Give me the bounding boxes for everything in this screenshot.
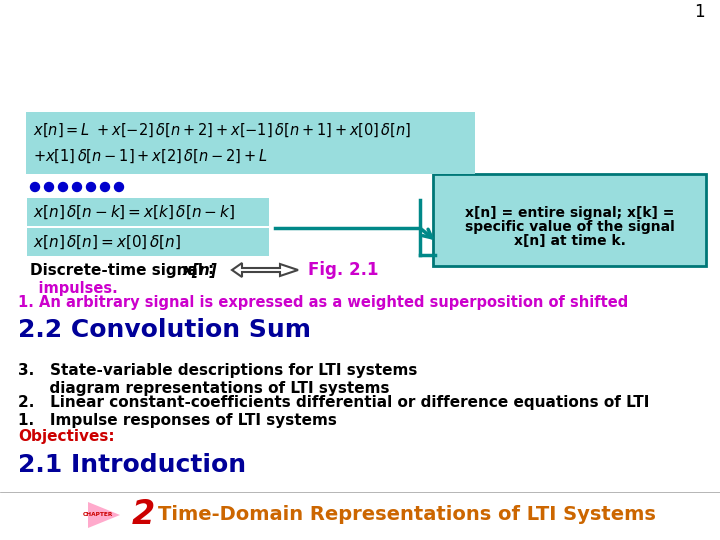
Text: Objectives:: Objectives: (18, 429, 114, 444)
Text: 2.2 Convolution Sum: 2.2 Convolution Sum (18, 318, 311, 342)
FancyBboxPatch shape (27, 198, 269, 226)
Text: $+x[1]\,\delta[n-1]+x[2]\,\delta[n-2]+L$: $+x[1]\,\delta[n-1]+x[2]\,\delta[n-2]+L$ (33, 147, 268, 165)
Text: diagram representations of LTI systems: diagram representations of LTI systems (18, 381, 390, 395)
Circle shape (101, 183, 109, 192)
Text: 1.   Impulse responses of LTI systems: 1. Impulse responses of LTI systems (18, 413, 337, 428)
Text: $x[n]=L\ +x[-2]\,\delta[n+2]+x[-1]\,\delta[n+1]+x[0]\,\delta[n]$: $x[n]=L\ +x[-2]\,\delta[n+2]+x[-1]\,\del… (33, 122, 411, 139)
Circle shape (86, 183, 96, 192)
Polygon shape (88, 502, 120, 528)
Text: 2: 2 (132, 498, 156, 531)
Text: impulses.: impulses. (18, 280, 118, 295)
Text: x[n] = entire signal; x[k] =: x[n] = entire signal; x[k] = (465, 206, 675, 220)
Text: Fig. 2.1: Fig. 2.1 (308, 261, 379, 279)
Text: CHAPTER: CHAPTER (83, 512, 113, 517)
Text: specific value of the signal: specific value of the signal (465, 220, 675, 234)
Text: 2.   Linear constant-coefficients differential or difference equations of LTI: 2. Linear constant-coefficients differen… (18, 395, 649, 410)
Polygon shape (232, 263, 298, 277)
Text: 3.   State-variable descriptions for LTI systems: 3. State-variable descriptions for LTI s… (18, 363, 418, 379)
FancyBboxPatch shape (27, 228, 269, 256)
Text: $x[n]\,\delta[n]=x[0]\,\delta[n]$: $x[n]\,\delta[n]=x[0]\,\delta[n]$ (33, 233, 181, 251)
Circle shape (58, 183, 68, 192)
Text: 2.1 Introduction: 2.1 Introduction (18, 453, 246, 477)
Circle shape (45, 183, 53, 192)
Circle shape (73, 183, 81, 192)
Text: :: : (207, 262, 213, 278)
Text: 1: 1 (694, 3, 705, 21)
Text: $x[n]\,\delta[n-k]=x[k]\,\delta[n-k]$: $x[n]\,\delta[n-k]=x[k]\,\delta[n-k]$ (33, 203, 235, 221)
Circle shape (114, 183, 124, 192)
Text: Discrete-time signal: Discrete-time signal (30, 262, 208, 278)
FancyBboxPatch shape (433, 174, 706, 266)
Text: 1. An arbitrary signal is expressed as a weighted superposition of shifted: 1. An arbitrary signal is expressed as a… (18, 295, 629, 310)
FancyBboxPatch shape (26, 112, 475, 174)
Text: Time-Domain Representations of LTI Systems: Time-Domain Representations of LTI Syste… (158, 505, 656, 524)
Text: x[n]: x[n] (183, 262, 217, 278)
Text: x[n] at time k.: x[n] at time k. (514, 234, 626, 248)
Circle shape (30, 183, 40, 192)
